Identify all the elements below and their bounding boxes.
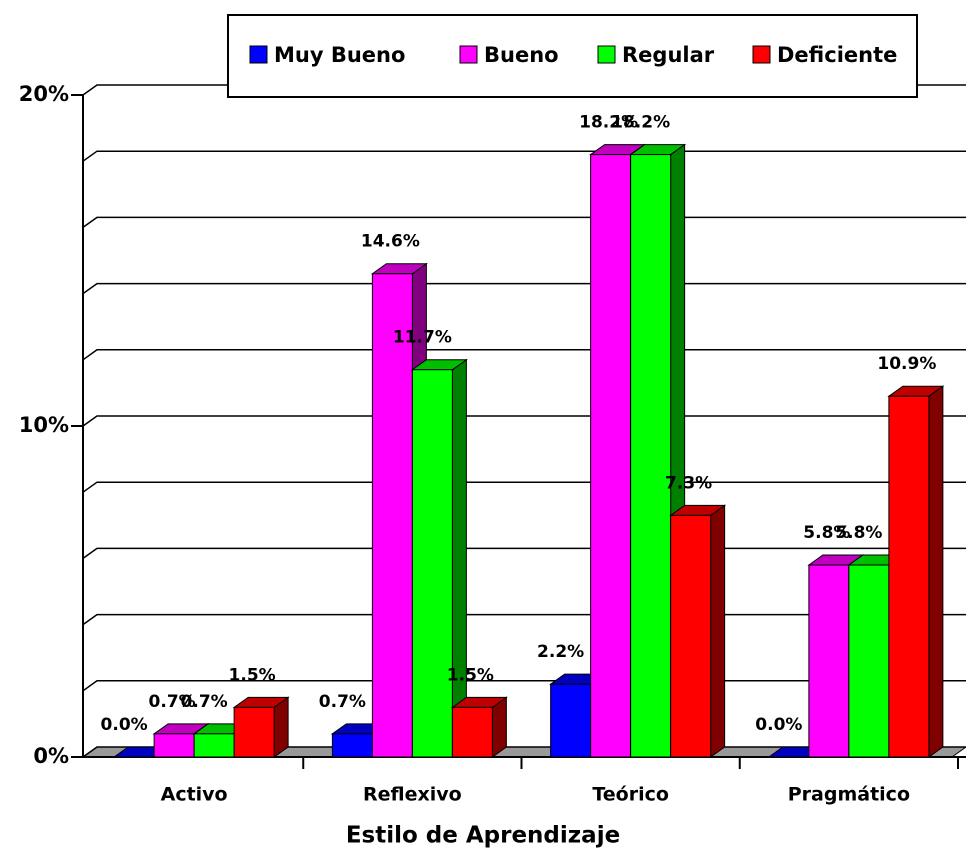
bar (232, 696, 290, 758)
value-label: 0.7% (319, 692, 366, 712)
bar (669, 504, 727, 758)
legend-swatch (459, 45, 478, 64)
grid-line (82, 349, 966, 361)
bar-front (233, 706, 275, 758)
bar-front (888, 395, 930, 758)
value-label: 5.8% (803, 523, 850, 543)
grid-line (82, 150, 966, 162)
bar (887, 385, 945, 758)
value-label: 18.2% (611, 113, 670, 133)
bar-front (411, 369, 453, 758)
value-label: 0.7% (181, 692, 228, 712)
value-label: 0.0% (101, 715, 148, 735)
grid-line (82, 481, 966, 493)
x-axis-title: Estilo de Aprendizaje (346, 823, 620, 849)
value-label: 1.5% (229, 665, 276, 685)
bar-front (371, 273, 413, 758)
value-label: 0.7% (149, 692, 196, 712)
value-label: 2.2% (537, 642, 584, 662)
value-label: 14.6% (361, 232, 420, 252)
value-label: 11.7% (393, 328, 452, 348)
grid-line (82, 415, 966, 427)
x-tick-label: Activo (161, 784, 228, 806)
y-tick-label: 0% (33, 744, 69, 768)
legend-swatch (597, 45, 616, 64)
bar-front (670, 514, 712, 758)
grid-line (82, 282, 966, 295)
bar-front (808, 564, 850, 758)
legend-swatch (752, 45, 771, 64)
bar-front (193, 733, 235, 758)
value-label: 7.3% (665, 473, 712, 493)
grid-line (82, 216, 966, 229)
bar-side (451, 358, 467, 758)
bar-front (451, 706, 493, 758)
legend-swatch (249, 45, 268, 64)
x-tick-label: Pragmático (788, 784, 910, 806)
bar-front (630, 154, 672, 758)
bar-side (710, 504, 726, 758)
legend-label: Bueno (484, 43, 559, 67)
bar-front (848, 564, 890, 758)
x-tick-label: Teórico (592, 784, 669, 806)
value-label: 0.0% (755, 715, 802, 735)
bar-front (550, 683, 592, 758)
bar-side (928, 385, 944, 758)
bar-front (153, 733, 195, 758)
value-label: 5.8% (835, 523, 882, 543)
legend-label: Muy Bueno (274, 43, 405, 67)
value-label: 1.5% (447, 665, 494, 685)
x-tick-label: Reflexivo (363, 784, 462, 806)
legend-box (227, 14, 918, 98)
y-tick-label: 20% (19, 82, 69, 106)
y-tick-label: 10% (19, 413, 69, 437)
bar (410, 358, 468, 758)
legend-label: Regular (622, 43, 715, 67)
value-label: 10.9% (877, 354, 936, 374)
bar-front (590, 154, 632, 758)
legend-label: Deficiente (777, 43, 897, 67)
bar (450, 696, 508, 758)
value-label: 18.2% (579, 113, 638, 133)
bar-front (331, 733, 373, 758)
